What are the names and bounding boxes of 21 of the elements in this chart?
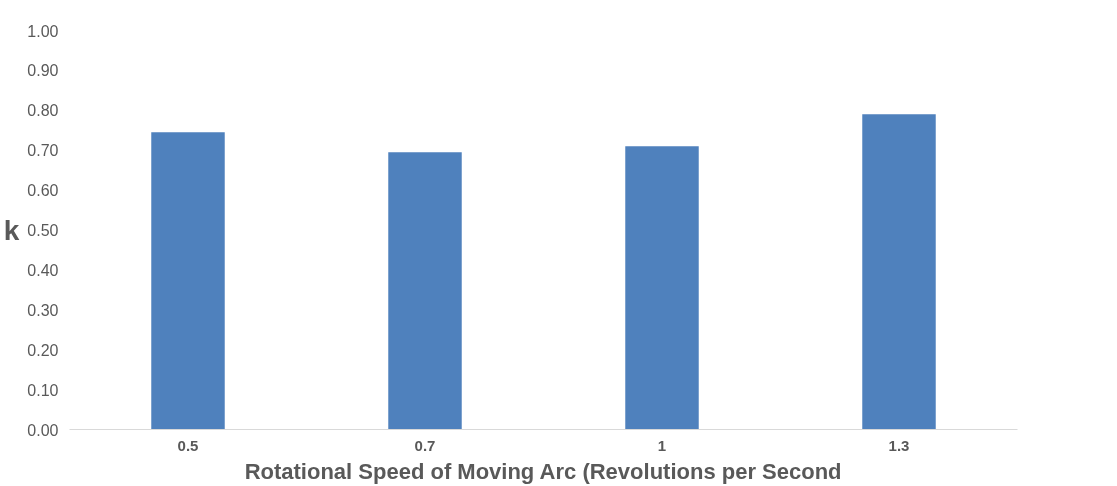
- y-tick-label: 0.50: [27, 222, 59, 239]
- y-tick-label: 0.80: [27, 102, 59, 120]
- bar: [625, 146, 699, 430]
- y-tick-label: 0.60: [27, 182, 59, 200]
- bar: [151, 132, 225, 430]
- y-tick-label: 0.90: [27, 62, 59, 80]
- y-tick-label: 0.40: [27, 261, 59, 279]
- y-axis-title: k: [3, 214, 20, 246]
- x-tick-label: 0.5: [177, 436, 199, 454]
- x-tick-label: 0.7: [414, 436, 436, 454]
- y-tick-label: 0.20: [27, 341, 59, 359]
- bar: [388, 152, 462, 430]
- y-tick-label: 0.70: [27, 142, 59, 160]
- x-axis-title: Rotational Speed of Moving Arc (Revolutions per Second: [244, 458, 842, 484]
- y-tick-label: 0.00: [27, 421, 59, 439]
- x-tick-label: 1.3: [888, 436, 910, 454]
- y-tick-label: 0.10: [27, 381, 59, 399]
- y-tick-label: 0.30: [27, 301, 59, 319]
- x-tick-label: 1: [657, 436, 667, 454]
- bar: [862, 114, 936, 430]
- y-tick-label: 1.00: [27, 22, 59, 40]
